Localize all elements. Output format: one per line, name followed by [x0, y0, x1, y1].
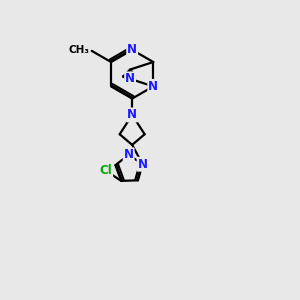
Text: N: N [127, 108, 137, 122]
Text: N: N [125, 72, 135, 86]
Text: CH₃: CH₃ [68, 45, 89, 55]
Text: N: N [148, 80, 158, 93]
Text: N: N [127, 43, 137, 56]
Text: N: N [138, 158, 148, 171]
Text: N: N [124, 148, 134, 161]
Text: Cl: Cl [100, 164, 112, 177]
